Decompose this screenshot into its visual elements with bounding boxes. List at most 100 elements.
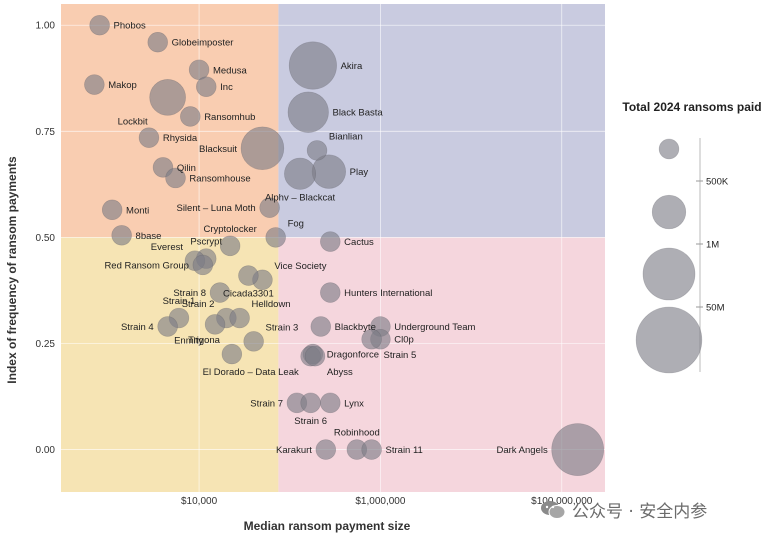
point-label: Strain 6 [294, 416, 327, 427]
point-label: Alphv – Blackcat [265, 192, 336, 203]
point-label: Blackbyte [335, 322, 376, 333]
data-point [149, 79, 186, 116]
y-axis-ticks: 0.00 0.25 0.50 0.75 1.00 [36, 21, 56, 456]
data-point [361, 329, 382, 350]
point-label: Phobos [114, 21, 146, 32]
data-point [138, 127, 160, 148]
point-label: Abyss [327, 367, 353, 378]
point-label: Trigona [188, 335, 221, 346]
point-label: Pscrypt [190, 237, 222, 248]
data-point [196, 76, 217, 97]
point-label: Dragonforce [327, 350, 379, 361]
point-label: Cryptolocker [203, 224, 256, 235]
point-label: Strain 8 [173, 288, 206, 299]
point-label: Black Basta [332, 108, 383, 119]
data-point [204, 314, 226, 335]
point-label: Enmity [174, 335, 203, 346]
data-point [89, 15, 110, 36]
x-tick-label: $100,000,000 [531, 496, 593, 507]
legend-label: 50M [706, 303, 725, 314]
data-point [315, 439, 337, 460]
y-tick-label: 0.00 [36, 445, 56, 456]
data-point [310, 316, 331, 337]
point-label: 8base [136, 231, 162, 242]
legend-circle [651, 194, 687, 230]
point-label: Strain 1 [163, 296, 196, 307]
legend-circle [658, 138, 680, 160]
point-label: Globeimposter [172, 38, 234, 49]
data-point [147, 31, 168, 53]
y-tick-label: 0.25 [36, 339, 56, 350]
point-label: Lynx [344, 398, 364, 409]
point-label: Strain 7 [250, 398, 283, 409]
point-label: Strain 3 [266, 322, 299, 333]
data-point [300, 392, 321, 414]
point-label: Karakurt [276, 445, 312, 456]
data-point [238, 265, 259, 286]
data-point [320, 392, 341, 414]
point-label: Strain 11 [386, 445, 423, 456]
y-tick-label: 1.00 [36, 21, 56, 32]
point-label: Medusa [213, 65, 248, 76]
watermark-text: 公众号 · 安全内参 [572, 502, 708, 522]
point-label: Vice Society [274, 261, 326, 272]
y-tick-label: 0.75 [36, 127, 56, 138]
point-label: Cactus [344, 237, 374, 248]
data-point [111, 225, 132, 246]
point-label: Strain 5 [384, 350, 417, 361]
point-label: Akira [341, 61, 363, 72]
x-axis-title: Median ransom payment size [244, 519, 411, 533]
y-tick-label: 0.50 [36, 233, 56, 244]
legend-label: 500K [706, 177, 729, 188]
data-point [320, 231, 341, 252]
point-label: Play [350, 167, 369, 178]
data-point [229, 307, 250, 329]
point-label: Cicada3301 [223, 288, 274, 299]
data-point [320, 282, 341, 303]
data-point [221, 343, 243, 365]
data-point [287, 91, 329, 133]
quadrant-top-left [61, 4, 279, 238]
point-label: Ransomhub [204, 112, 255, 123]
point-label: Fog [288, 218, 304, 229]
x-tick-label: $10,000 [181, 496, 218, 507]
data-point [265, 227, 286, 248]
data-point [240, 126, 285, 170]
point-label: Monti [126, 205, 149, 216]
data-point [361, 439, 382, 460]
data-point [101, 199, 123, 221]
point-label: Strain 2 [182, 299, 215, 310]
data-point [551, 423, 605, 476]
data-point [165, 167, 186, 189]
x-tick-label: $1,000,000 [355, 496, 405, 507]
point-label: Bianlian [329, 132, 363, 143]
point-label: Helldown [252, 299, 291, 310]
point-label: Rhysida [163, 133, 198, 144]
legend-title: Total 2024 ransoms paid [622, 100, 761, 114]
data-point [192, 254, 214, 276]
data-point [304, 346, 326, 367]
legend-circle [642, 247, 696, 301]
data-point [284, 157, 317, 190]
data-point [209, 282, 231, 303]
size-legend: Total 2024 ransoms paid 500K 1M 50M [622, 100, 762, 374]
point-label: Everest [151, 242, 184, 253]
data-points [84, 15, 605, 476]
data-point [180, 106, 201, 127]
point-label: Inc [220, 82, 233, 93]
point-label: Robinhood [334, 428, 380, 439]
y-axis-title: Index of frequency of ransom payments [5, 156, 19, 384]
point-label: Dark Angels [496, 445, 547, 456]
watermark: 公众号 · 安全内参 [540, 497, 707, 522]
point-label: Silent – Luna Moth [176, 203, 255, 214]
data-point [157, 316, 178, 337]
quadrant-top-right [278, 4, 605, 238]
point-label: Red Ransom Group [104, 260, 188, 271]
point-labels: Phobos Globeimposter Medusa Inc Makop Lockbit… [104, 21, 547, 456]
x-axis-ticks: $10,000 $1,000,000 $100,000,000 [181, 496, 593, 507]
data-point [188, 59, 210, 80]
point-label: Strain 4 [121, 322, 154, 333]
data-point [259, 197, 280, 218]
point-label: Makop [108, 80, 137, 91]
data-point [288, 41, 337, 90]
